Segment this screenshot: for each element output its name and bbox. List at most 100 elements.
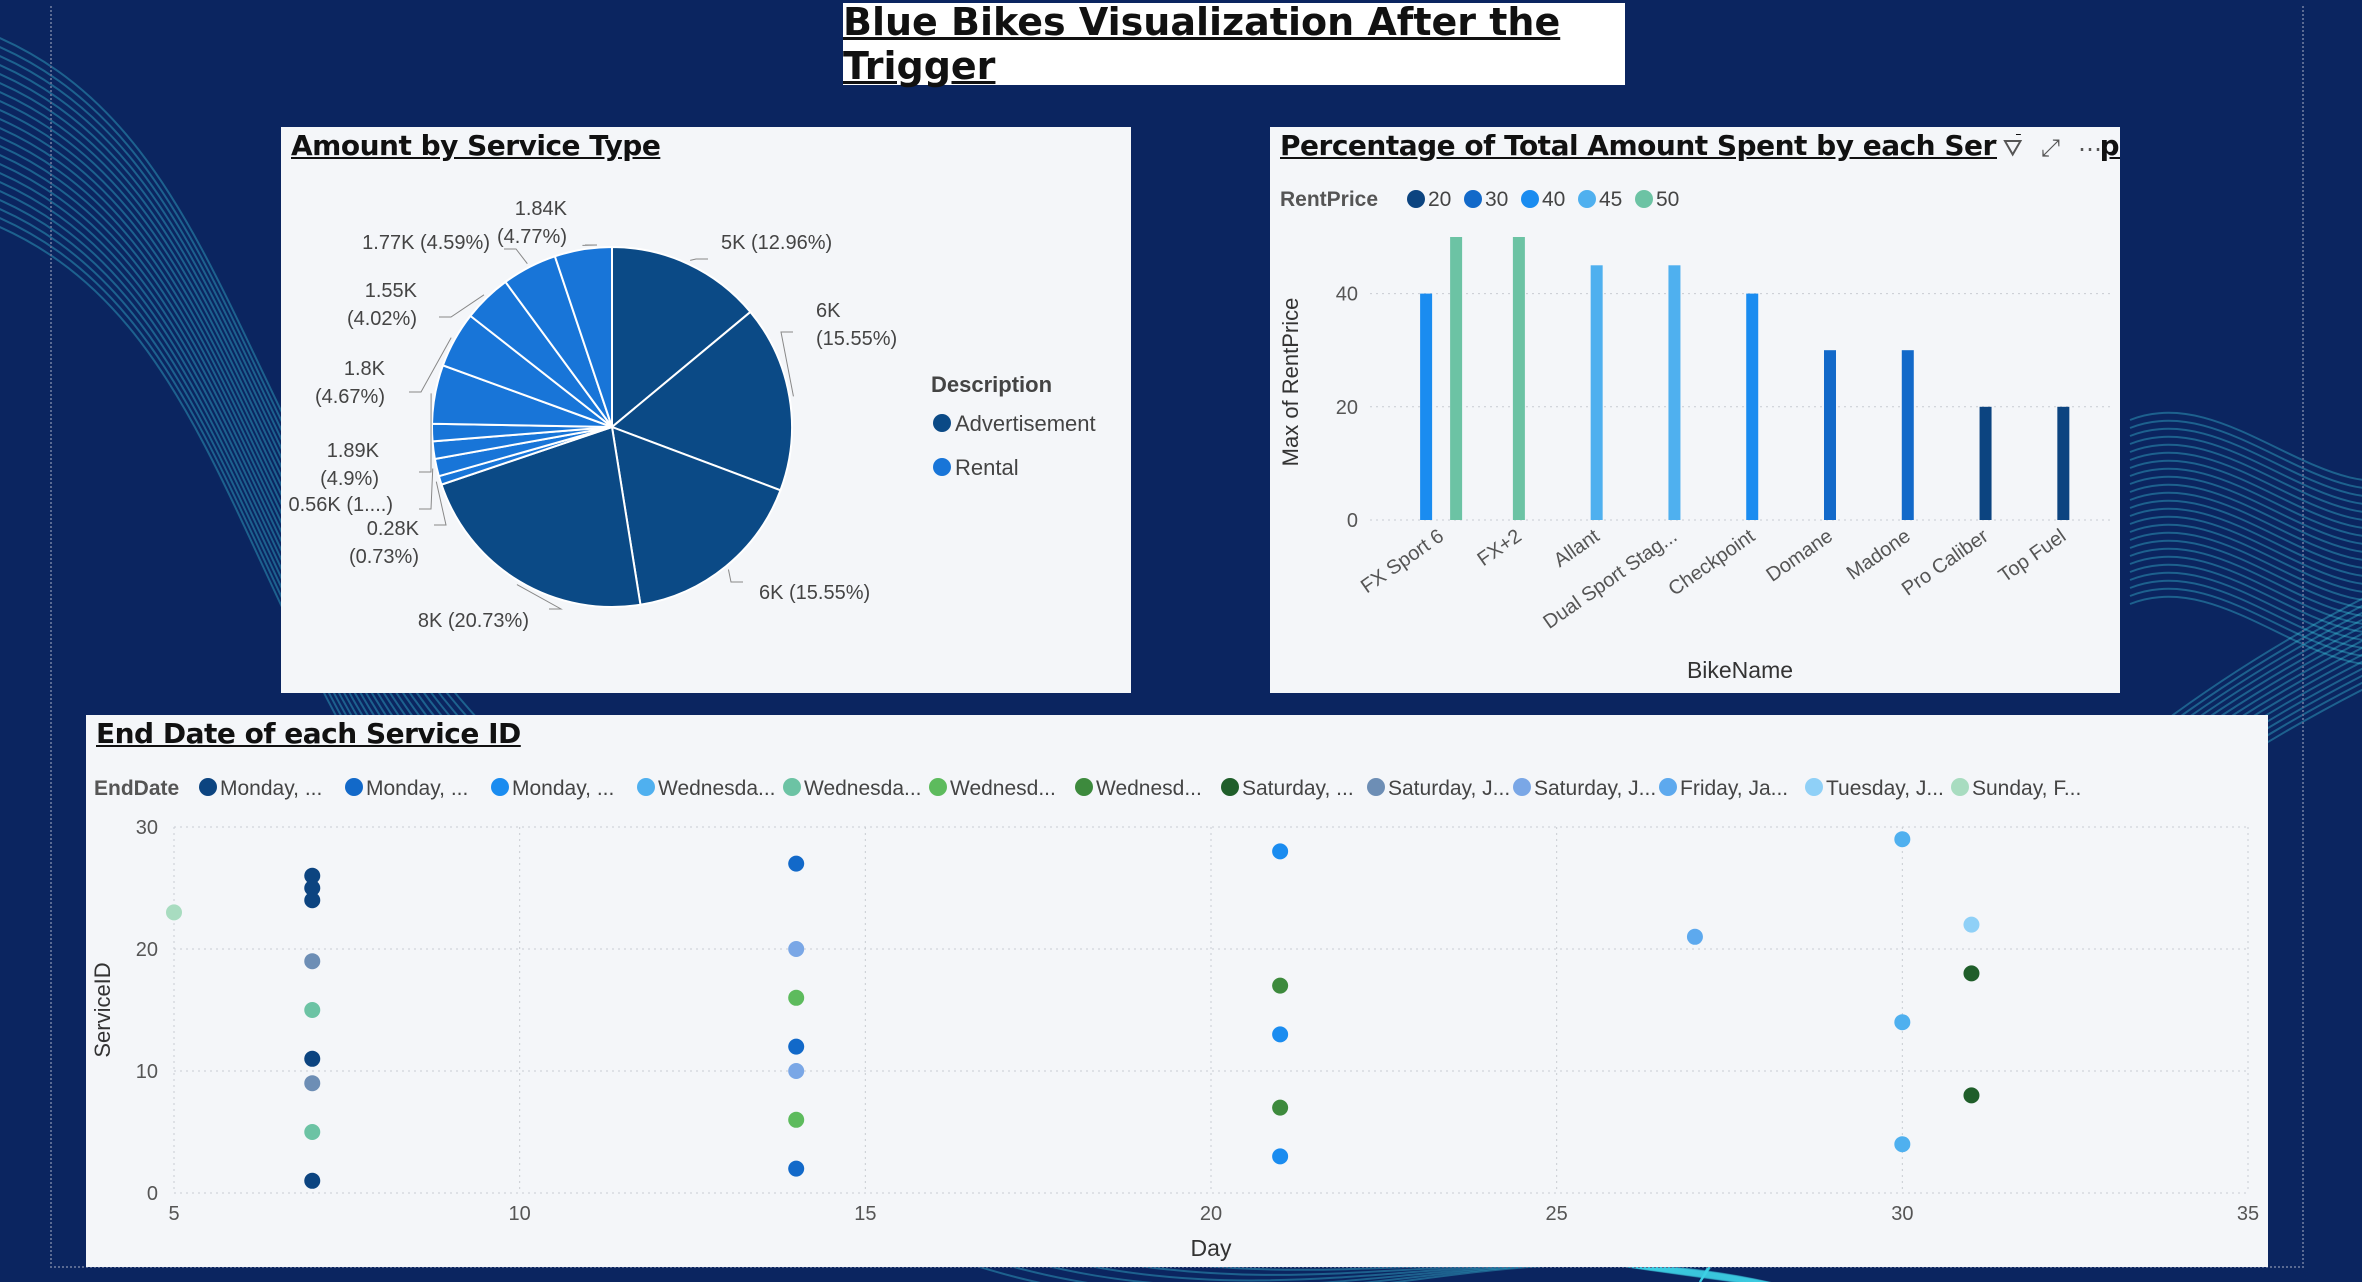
bar-legend-item[interactable]: 40 <box>1542 188 1565 211</box>
scatter-y-tick-label: 30 <box>136 817 158 839</box>
scatter-point[interactable] <box>1963 965 1980 982</box>
scatter-point[interactable] <box>304 1050 321 1067</box>
bar-y-tick-label: 40 <box>1336 284 1358 306</box>
scatter-point[interactable] <box>1272 843 1289 860</box>
bar[interactable] <box>1824 350 1836 520</box>
scatter-y-tick-label: 10 <box>136 1061 158 1083</box>
scatter-legend-item[interactable]: Wednesda... <box>658 777 776 800</box>
wave-line <box>2129 579 2362 649</box>
pie-leader-line <box>419 393 432 473</box>
pie-leader-line <box>690 258 708 261</box>
scatter-chart[interactable]: EndDate Monday, ... Monday, ... Monday, ...… <box>86 715 2268 1267</box>
bar[interactable] <box>1450 237 1463 520</box>
scatter-point[interactable] <box>304 1124 321 1140</box>
scatter-point[interactable] <box>1686 928 1703 945</box>
bar-x-tick-label: Allant <box>1550 525 1604 572</box>
scatter-point[interactable] <box>304 1172 321 1189</box>
scatter-point[interactable] <box>1894 1014 1911 1031</box>
bar[interactable] <box>1901 350 1914 520</box>
scatter-legend-item[interactable]: Saturday, J... <box>1388 777 1510 800</box>
scatter-x-axis-title: Day <box>1191 1235 1232 1261</box>
bar[interactable] <box>2057 406 2070 520</box>
scatter-point[interactable] <box>1894 831 1911 848</box>
scatter-point[interactable] <box>304 880 321 896</box>
bar[interactable] <box>1512 237 1525 520</box>
scatter-legend-item[interactable]: Monday, ... <box>220 777 322 800</box>
scatter-legend-item[interactable]: Friday, Ja... <box>1680 777 1788 800</box>
more-options-icon[interactable]: ⋯ <box>2078 136 2102 163</box>
scatter-point[interactable] <box>788 1111 805 1128</box>
pie-chart-card[interactable]: Amount by Service Type 5K (12.96%) 6K (15.… <box>281 127 1131 693</box>
bar-legend-item[interactable]: 50 <box>1656 188 1679 211</box>
pie-leader-line <box>434 481 447 526</box>
scatter-point[interactable] <box>1963 1087 1980 1104</box>
scatter-legend-item[interactable]: Wednesda... <box>804 777 922 800</box>
bar-legend-item[interactable]: 20 <box>1428 188 1451 211</box>
scatter-legend-item[interactable]: Saturday, ... <box>1242 777 1354 800</box>
scatter-point[interactable] <box>1272 977 1289 994</box>
pie-data-label: 6K (15.55%) <box>759 582 870 604</box>
scatter-point[interactable] <box>304 892 321 909</box>
wave-line <box>2129 563 2362 633</box>
pie-legend-item[interactable]: Rental <box>955 455 1019 480</box>
scatter-legend-item[interactable]: Tuesday, J... <box>1826 777 1944 800</box>
pie-data-label: 1.55K <box>365 280 418 302</box>
pie-leader-line <box>516 584 563 610</box>
bar-x-axis-title: BikeName <box>1687 657 1793 683</box>
scatter-point[interactable] <box>788 1038 805 1055</box>
scatter-legend-item[interactable]: Wednesd... <box>950 777 1056 800</box>
scatter-y-axis-title: ServiceID <box>90 962 115 1057</box>
bar-legend-item[interactable]: 30 <box>1485 188 1508 211</box>
pie-chart[interactable]: 5K (12.96%) 6K (15.55%) 6K (15.55%) 8K (20.7… <box>281 127 1131 693</box>
bar[interactable] <box>1668 265 1681 520</box>
scatter-x-tick-label: 30 <box>1891 1203 1913 1225</box>
scatter-legend-marker <box>1513 778 1531 796</box>
scatter-point[interactable] <box>788 941 805 957</box>
bar[interactable] <box>1420 293 1433 520</box>
focus-mode-icon[interactable]: ⤢ <box>2040 135 2060 162</box>
scatter-point[interactable] <box>166 904 182 921</box>
wave-line <box>2129 523 2362 593</box>
bar-chart-card[interactable]: Percentage of Total Amount Spent by each… <box>1270 127 2120 693</box>
pie-slice[interactable] <box>611 245 752 430</box>
scatter-legend-item[interactable]: Sunday, F... <box>1972 777 2081 800</box>
filter-icon[interactable]: ⛛ <box>2002 135 2023 162</box>
scatter-chart-card[interactable]: End Date of each Service ID EndDate Monda… <box>86 715 2268 1267</box>
scatter-legend-item[interactable]: Monday, ... <box>512 777 614 800</box>
pie-leader-line <box>504 248 528 264</box>
scatter-x-tick-label: 5 <box>168 1203 179 1225</box>
wave-line <box>2129 507 2362 577</box>
scatter-point[interactable] <box>1272 1099 1289 1116</box>
scatter-point[interactable] <box>1963 916 1980 933</box>
bar[interactable] <box>1979 406 1992 520</box>
wave-line <box>2129 435 2362 505</box>
scatter-legend-item[interactable]: Saturday, J... <box>1534 777 1656 800</box>
scatter-point[interactable] <box>788 855 805 872</box>
scatter-point[interactable] <box>304 1075 321 1092</box>
bar[interactable] <box>1746 293 1759 520</box>
pie-slice[interactable] <box>440 425 642 608</box>
scatter-chart-title: End Date of each Service ID <box>96 717 521 750</box>
scatter-legend-item[interactable]: Monday, ... <box>366 777 468 800</box>
bar-chart[interactable]: RentPrice 20 30 40 45 50 0 20 40 FX Sport 6 FX+2… <box>1270 127 2120 693</box>
scatter-point[interactable] <box>788 989 805 1006</box>
scatter-point[interactable] <box>304 867 321 884</box>
pie-legend-item[interactable]: Advertisement <box>955 411 1096 436</box>
pie-slice[interactable] <box>553 245 613 428</box>
scatter-point[interactable] <box>304 1002 321 1018</box>
bar-legend-marker <box>1578 190 1596 208</box>
pie-slice[interactable] <box>610 425 782 606</box>
scatter-point[interactable] <box>1272 1148 1289 1165</box>
scatter-point[interactable] <box>1272 1026 1289 1043</box>
scatter-legend-item[interactable]: Wednesd... <box>1096 777 1202 800</box>
bar[interactable] <box>1590 265 1603 520</box>
bar-legend-item[interactable]: 45 <box>1599 188 1622 211</box>
scatter-point[interactable] <box>788 1160 805 1177</box>
scatter-point[interactable] <box>304 953 321 970</box>
scatter-legend-marker <box>1367 778 1385 796</box>
bar-y-tick-label: 20 <box>1336 397 1358 419</box>
pie-slice[interactable] <box>610 310 793 492</box>
scatter-point[interactable] <box>788 1063 805 1079</box>
scatter-legend-marker <box>491 778 509 796</box>
scatter-point[interactable] <box>1894 1136 1911 1153</box>
